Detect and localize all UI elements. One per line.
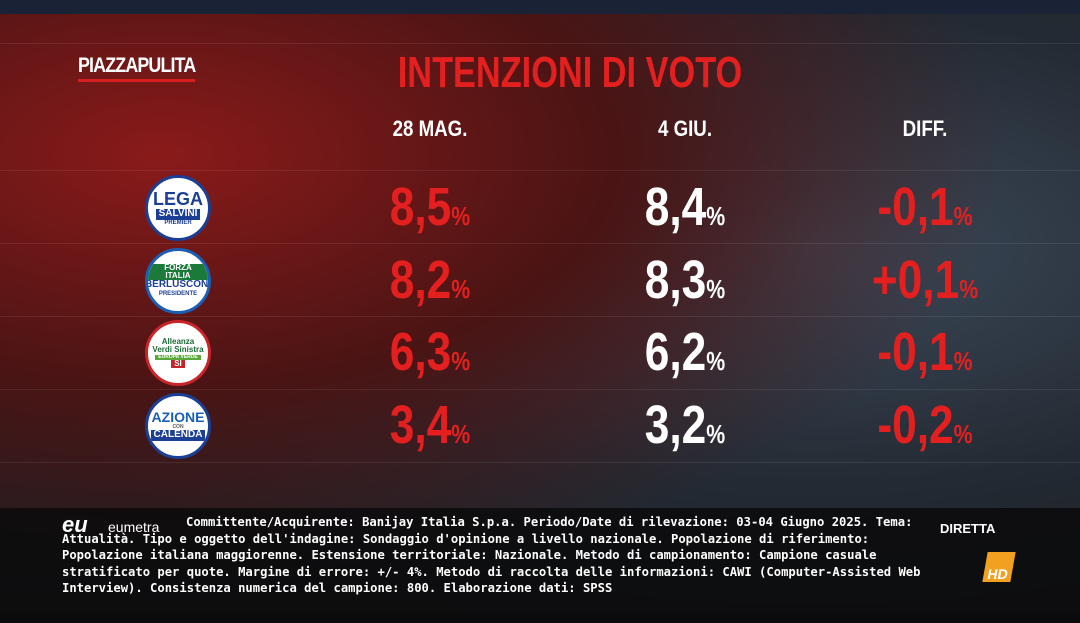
hd-badge: HD: [982, 552, 1016, 582]
value-number: 3,4: [389, 394, 452, 455]
value-number: -0,1: [877, 322, 954, 382]
value-number: 8,4: [644, 177, 707, 237]
brand: PIAZZAPULITA: [78, 54, 196, 82]
logo-text: CON: [172, 423, 184, 430]
value-unit: %: [706, 346, 726, 376]
logo-text: LEGA: [152, 189, 203, 210]
cell-value: 6,3%: [348, 321, 512, 383]
cell-value: 8,4%: [603, 176, 767, 238]
band: [0, 316, 1080, 317]
value-unit: %: [451, 273, 471, 304]
value-number: +0,1: [871, 249, 960, 310]
value-unit: %: [959, 273, 979, 304]
logo-text: PRESIDENTE: [158, 290, 198, 297]
title: INTENZIONI DI VOTO: [397, 48, 743, 97]
value-unit: %: [953, 201, 973, 231]
party-logo: Alleanza Verdi Sinistra EUROPA VERDE SI: [145, 320, 211, 386]
value-number: 6,3: [389, 322, 452, 382]
band: [0, 170, 1080, 171]
logo-text: BERLUSCONI: [145, 279, 211, 291]
footer: [0, 508, 1080, 612]
column-header: 4 GIU.: [657, 116, 713, 141]
column-header: 28 MAG.: [392, 116, 468, 141]
methodology-note: Committente/Acquirente: Banijay Italia S…: [62, 515, 921, 595]
value-unit: %: [706, 273, 726, 304]
value-unit: %: [451, 418, 471, 449]
value-number: 8,3: [644, 249, 707, 310]
cell-value: 8,5%: [348, 176, 512, 238]
value-unit: %: [451, 201, 471, 231]
logo-text: AZIONE: [151, 409, 205, 426]
cell-value: -0,2%: [843, 394, 1007, 456]
cell-value: 8,2%: [348, 249, 512, 311]
bottom-bar: [0, 612, 1080, 623]
party-logo: FORZA ITALIA BERLUSCONI PRESIDENTE: [145, 247, 211, 314]
value-number: -0,2: [877, 394, 954, 455]
cell-value: 3,2%: [603, 394, 767, 456]
band: [0, 43, 1080, 44]
cell-value: 3,4%: [348, 394, 512, 456]
value-number: 8,5: [389, 177, 452, 237]
party-logo: LEGA SALVINI PREMIER: [145, 175, 211, 241]
cell-value: 6,2%: [603, 321, 767, 383]
column-header: DIFF.: [902, 116, 948, 141]
logo-text: FORZA ITALIA: [148, 263, 208, 281]
band: [0, 389, 1080, 390]
pollster-logo: eu: [62, 512, 88, 537]
value-unit: %: [706, 201, 726, 231]
value-number: 3,2: [644, 394, 707, 455]
cell-value: -0,1%: [843, 321, 1007, 383]
logo-text: PREMIER: [164, 219, 192, 226]
top-bar: [0, 0, 1080, 14]
cell-value: 8,3%: [603, 249, 767, 311]
logo-text: Alleanza Verdi Sinistra: [152, 336, 204, 355]
logo-text: CALENDA: [150, 430, 206, 441]
value-unit: %: [953, 418, 973, 449]
value-number: -0,1: [877, 177, 954, 237]
value-number: 8,2: [389, 249, 452, 310]
party-logo: AZIONE CON CALENDA: [145, 392, 211, 459]
cell-value: +0,1%: [843, 249, 1007, 311]
value-number: 6,2: [644, 322, 707, 382]
band: [0, 462, 1080, 463]
logo-text: SI: [171, 359, 185, 369]
logo-text: SALVINI: [155, 209, 201, 220]
value-unit: %: [451, 346, 471, 376]
logo-text: EUROPA VERDE: [155, 354, 201, 360]
value-unit: %: [706, 418, 726, 449]
pollster-name: eumetra: [108, 519, 160, 535]
band: [0, 243, 1080, 244]
channel-label: DIRETTA: [940, 521, 996, 536]
value-unit: %: [953, 346, 973, 376]
cell-value: -0,1%: [843, 176, 1007, 238]
